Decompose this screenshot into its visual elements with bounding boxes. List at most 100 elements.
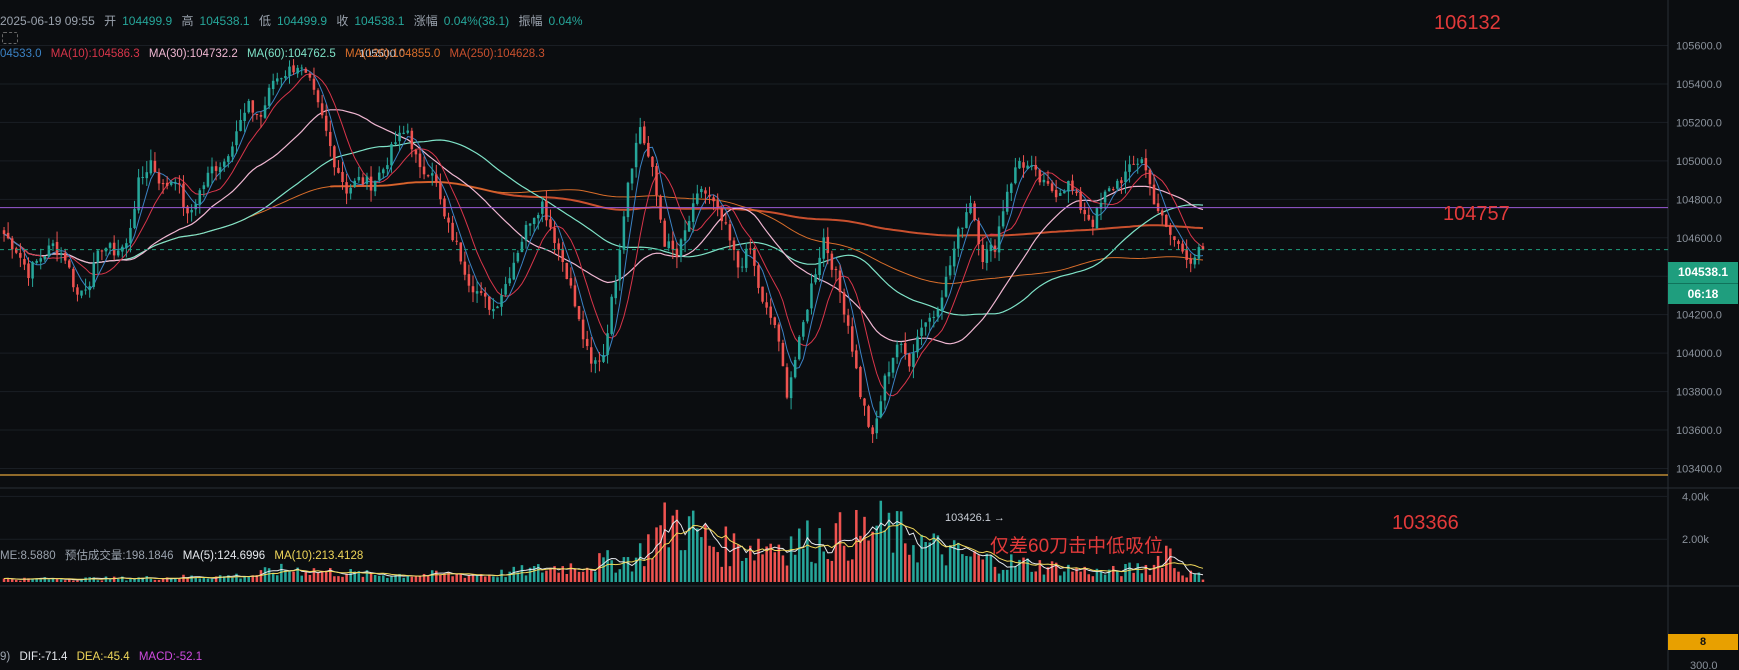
candle-body xyxy=(1095,207,1099,229)
low-marker-label: 103426.1 → xyxy=(945,512,1005,524)
candle-body xyxy=(961,227,964,229)
candle-body xyxy=(691,203,695,222)
volume-bar xyxy=(210,578,214,582)
volume-bar xyxy=(206,578,210,582)
volume-bar xyxy=(810,561,813,582)
volume-bar xyxy=(202,577,206,582)
volume-bar xyxy=(426,576,430,582)
volume-bar xyxy=(349,569,352,582)
candle-body xyxy=(749,248,752,250)
candle-body xyxy=(822,237,825,259)
volume-bar xyxy=(76,580,79,582)
volume-bar xyxy=(789,536,793,582)
candle-body xyxy=(712,197,715,202)
candle-body xyxy=(1030,165,1033,167)
volume-bar xyxy=(924,542,927,582)
candle-body xyxy=(1124,171,1127,183)
candle-body xyxy=(231,146,234,157)
ma60-legend: MA(60):104762.5 xyxy=(246,48,336,60)
volume-bar xyxy=(973,551,976,582)
candle-body xyxy=(1148,169,1152,185)
volume-bar xyxy=(618,569,622,582)
candle-body xyxy=(206,172,210,187)
volume-bar xyxy=(647,534,650,582)
volume-bar xyxy=(989,555,993,582)
candle-body xyxy=(492,308,495,312)
volume-bar xyxy=(944,565,948,582)
candle-body xyxy=(908,353,911,367)
candle-body xyxy=(667,241,671,249)
candle-countdown: 06:18 xyxy=(1668,283,1738,305)
volume-bar xyxy=(1193,573,1197,582)
volume-bar xyxy=(797,528,801,582)
candle-body xyxy=(773,317,777,326)
candle-body xyxy=(1087,214,1091,220)
volume-bar xyxy=(626,557,630,582)
volume-bar xyxy=(1095,568,1099,582)
candle-body xyxy=(194,204,197,210)
candle-body xyxy=(329,131,332,147)
candle-body xyxy=(643,126,646,144)
volume-bar xyxy=(1014,565,1017,582)
candle-body xyxy=(724,222,728,224)
volume-bar xyxy=(500,569,503,582)
candle-body xyxy=(365,176,369,184)
indicator-settings-icon[interactable] xyxy=(2,32,18,44)
candle-body xyxy=(422,166,426,175)
volume-bar xyxy=(838,512,842,582)
candle-body xyxy=(728,224,732,241)
volume-bar xyxy=(1181,575,1184,582)
ma-legend[interactable]: 04533.0 MA(10):104586.3 MA(30):104732.2 … xyxy=(0,48,551,60)
candle-body xyxy=(806,309,809,322)
candle-body xyxy=(1046,181,1050,184)
level-label-104757: 104757 xyxy=(1443,203,1510,225)
price-tick-label: 105600.0 xyxy=(1676,41,1722,53)
candle-body xyxy=(1071,180,1074,191)
volume-bar xyxy=(871,531,874,582)
volume-bar xyxy=(15,579,18,582)
macd-dif: DIF:-71.4 xyxy=(19,651,68,663)
candle-body xyxy=(316,90,320,103)
candle-body xyxy=(647,142,650,157)
volume-legend[interactable]: ME:8.5880 预估成交量:198.1846 MA(5):124.6996 … xyxy=(0,547,369,563)
volume-bar xyxy=(528,567,532,582)
price-tick-label: 104000.0 xyxy=(1676,348,1722,360)
volume-bar xyxy=(410,576,414,582)
candle-body xyxy=(508,278,511,284)
candle-body xyxy=(553,227,556,244)
candle-body xyxy=(292,65,295,73)
candle-body xyxy=(210,166,214,174)
price-tick-label: 104600.0 xyxy=(1676,233,1722,245)
candle-body xyxy=(39,258,43,262)
candle-body xyxy=(153,160,157,173)
volume-bar xyxy=(1038,560,1042,582)
volume-bar xyxy=(1046,567,1050,582)
macd-legend[interactable]: 9) DIF:-71.4 DEA:-45.4 MACD:-52.1 xyxy=(0,651,208,663)
candle-body xyxy=(912,353,915,367)
candle-body xyxy=(475,291,479,294)
candle-body xyxy=(439,182,442,200)
candle-body xyxy=(35,260,38,263)
candle-body xyxy=(1063,191,1066,194)
volume-bar xyxy=(1058,575,1062,582)
candle-body xyxy=(753,247,756,266)
volume-bar xyxy=(292,571,295,582)
candle-body xyxy=(222,161,226,167)
candle-body xyxy=(700,188,703,193)
volume-bar xyxy=(981,559,985,582)
volume-bar xyxy=(952,540,956,582)
candle-body xyxy=(1185,250,1188,260)
volume-bar xyxy=(231,577,234,582)
volume-bar xyxy=(463,577,467,582)
volume-bar xyxy=(904,543,907,582)
volume-bar xyxy=(227,575,230,582)
volume-bar xyxy=(1169,548,1172,582)
volume-bar xyxy=(406,575,410,582)
volume-bar xyxy=(1136,563,1139,582)
candle-body xyxy=(304,68,308,73)
candle-body xyxy=(557,243,560,250)
volume-bar xyxy=(806,520,809,582)
volume-bar xyxy=(47,579,51,582)
candle-body xyxy=(883,375,887,401)
volume-bar xyxy=(781,555,785,582)
